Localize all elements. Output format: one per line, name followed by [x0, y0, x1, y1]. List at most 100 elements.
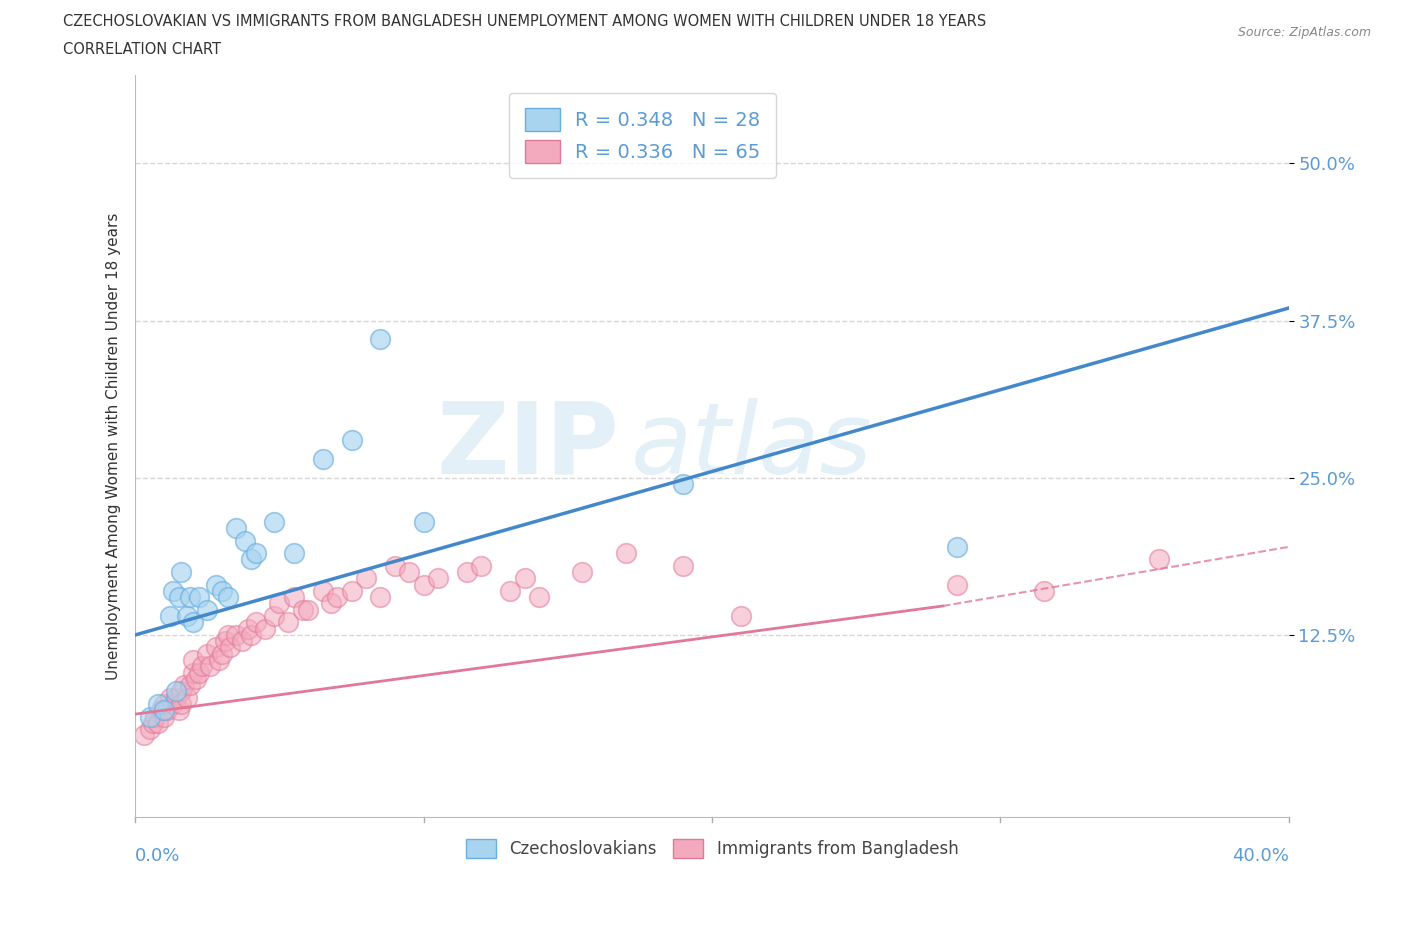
Point: [187, 590, 209, 604]
Point: [205, 640, 228, 655]
Point: [162, 697, 184, 711]
Point: [208, 653, 231, 668]
Point: [370, 590, 392, 604]
Point: [211, 646, 233, 661]
Point: [245, 546, 267, 561]
Point: [176, 690, 198, 705]
Point: [176, 608, 198, 623]
Text: 40.0%: 40.0%: [1232, 847, 1289, 865]
Point: [167, 703, 190, 718]
Point: [231, 633, 253, 648]
Point: [200, 658, 222, 673]
Point: [179, 678, 201, 693]
Point: [340, 432, 363, 447]
Point: [283, 546, 305, 561]
Point: [326, 590, 349, 604]
Point: [225, 521, 247, 536]
Point: [148, 715, 170, 730]
Point: [614, 546, 637, 561]
Text: atlas: atlas: [631, 398, 873, 495]
Text: CORRELATION CHART: CORRELATION CHART: [63, 42, 221, 57]
Point: [1147, 552, 1170, 567]
Point: [225, 628, 247, 643]
Point: [239, 628, 262, 643]
Point: [165, 684, 187, 699]
Point: [283, 590, 305, 604]
Point: [211, 583, 233, 598]
Point: [946, 539, 969, 554]
Point: [173, 678, 195, 693]
Point: [153, 703, 176, 718]
Point: [321, 596, 343, 611]
Point: [153, 697, 176, 711]
Point: [254, 621, 277, 636]
Point: [156, 703, 179, 718]
Text: ZIP: ZIP: [437, 398, 620, 495]
Point: [571, 565, 593, 579]
Point: [181, 615, 204, 630]
Point: [672, 558, 695, 573]
Point: [195, 646, 218, 661]
Point: [159, 690, 181, 705]
Point: [312, 583, 335, 598]
Point: [236, 621, 259, 636]
Point: [217, 590, 239, 604]
Point: [269, 596, 291, 611]
Point: [354, 571, 377, 586]
Point: [184, 671, 207, 686]
Point: [946, 578, 969, 592]
Point: [412, 578, 434, 592]
Point: [150, 703, 173, 718]
Point: [412, 514, 434, 529]
Point: [277, 615, 299, 630]
Point: [297, 603, 319, 618]
Point: [153, 710, 176, 724]
Point: [370, 332, 392, 347]
Legend: Czechoslovakians, Immigrants from Bangladesh: Czechoslovakians, Immigrants from Bangla…: [458, 832, 965, 865]
Point: [179, 590, 201, 604]
Point: [527, 590, 550, 604]
Point: [263, 608, 285, 623]
Point: [470, 558, 492, 573]
Text: CZECHOSLOVAKIAN VS IMMIGRANTS FROM BANGLADESH UNEMPLOYMENT AMONG WOMEN WITH CHIL: CZECHOSLOVAKIAN VS IMMIGRANTS FROM BANGL…: [63, 14, 987, 29]
Point: [1032, 583, 1054, 598]
Point: [165, 690, 187, 705]
Point: [132, 728, 155, 743]
Point: [312, 451, 335, 466]
Point: [233, 533, 256, 548]
Point: [205, 578, 228, 592]
Point: [138, 710, 160, 724]
Point: [291, 603, 314, 618]
Point: [499, 583, 522, 598]
Point: [513, 571, 536, 586]
Point: [181, 665, 204, 680]
Point: [138, 722, 160, 737]
Y-axis label: Unemployment Among Women with Children Under 18 years: Unemployment Among Women with Children U…: [107, 213, 121, 680]
Point: [340, 583, 363, 598]
Point: [263, 514, 285, 529]
Point: [162, 583, 184, 598]
Point: [142, 715, 165, 730]
Point: [730, 608, 752, 623]
Point: [170, 697, 193, 711]
Point: [245, 615, 267, 630]
Point: [217, 628, 239, 643]
Text: Source: ZipAtlas.com: Source: ZipAtlas.com: [1237, 26, 1371, 39]
Point: [672, 476, 695, 491]
Point: [219, 640, 242, 655]
Point: [145, 710, 167, 724]
Point: [427, 571, 450, 586]
Point: [159, 608, 181, 623]
Point: [167, 590, 190, 604]
Point: [214, 633, 236, 648]
Text: 0.0%: 0.0%: [135, 847, 180, 865]
Point: [190, 658, 212, 673]
Point: [170, 684, 193, 699]
Point: [170, 565, 193, 579]
Point: [398, 565, 420, 579]
Point: [239, 552, 262, 567]
Point: [181, 653, 204, 668]
Point: [187, 665, 209, 680]
Point: [384, 558, 406, 573]
Point: [148, 697, 170, 711]
